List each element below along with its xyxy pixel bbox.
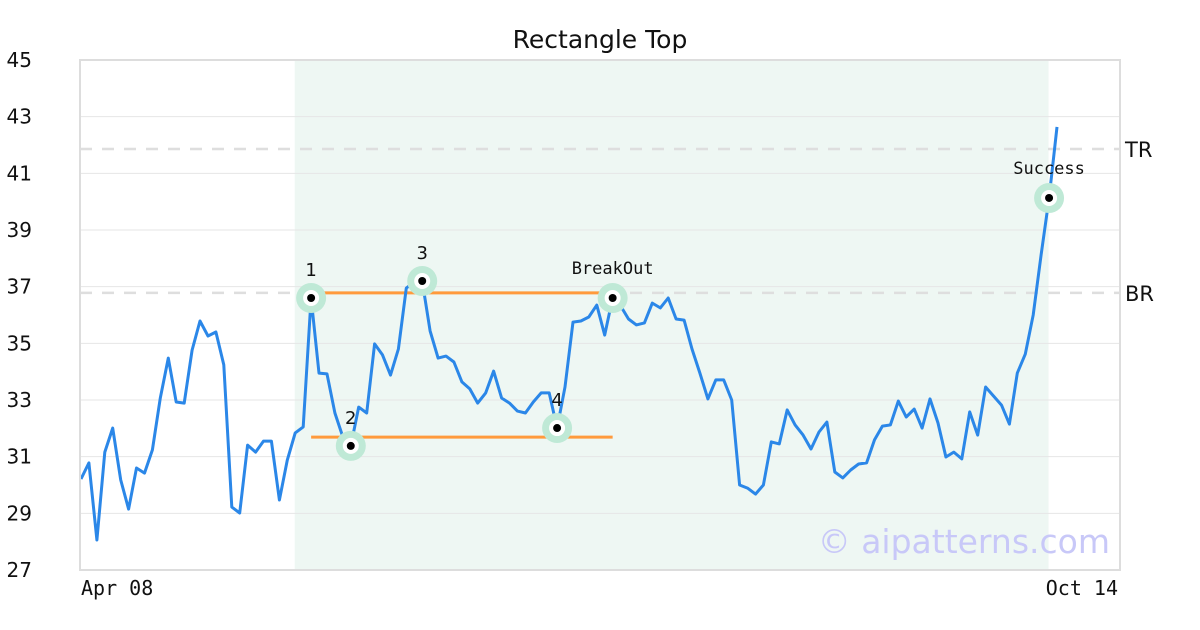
marker-point — [418, 277, 427, 285]
marker-label: 1 — [305, 260, 316, 281]
y-tick-label: 33 — [7, 388, 32, 412]
marker-label: 2 — [345, 408, 356, 429]
price-line — [79, 126, 1059, 542]
marker-label: 3 — [416, 243, 427, 264]
marker-point — [307, 294, 316, 302]
reference-label: TR — [1124, 138, 1152, 162]
watermark: © aipatterns.com — [818, 522, 1110, 561]
x-tick-label: Apr 08 — [81, 576, 153, 600]
y-tick-label: 37 — [7, 275, 32, 299]
y-tick-label: 31 — [7, 445, 32, 469]
pattern-region — [294, 60, 1049, 570]
reference-label: BR — [1125, 282, 1154, 306]
y-tick-label: 39 — [7, 218, 32, 242]
marker-point — [1045, 193, 1054, 202]
y-tick-label: 35 — [7, 331, 32, 355]
y-tick-label: 41 — [7, 161, 32, 185]
y-tick-label: 27 — [7, 558, 32, 582]
x-tick-label: Oct 14 — [1046, 576, 1118, 600]
marker-label: 4 — [551, 390, 562, 411]
y-tick-label: 45 — [7, 48, 32, 72]
marker-label: BreakOut — [572, 259, 654, 279]
plot-frame — [79, 59, 1121, 571]
y-tick-label: 29 — [7, 501, 32, 525]
marker-point — [346, 441, 355, 450]
marker-point — [553, 424, 562, 433]
y-tick-label: 43 — [7, 105, 32, 129]
chart-title: Rectangle Top — [513, 25, 688, 54]
marker-label: Success — [1013, 159, 1085, 179]
marker-point — [608, 294, 617, 302]
